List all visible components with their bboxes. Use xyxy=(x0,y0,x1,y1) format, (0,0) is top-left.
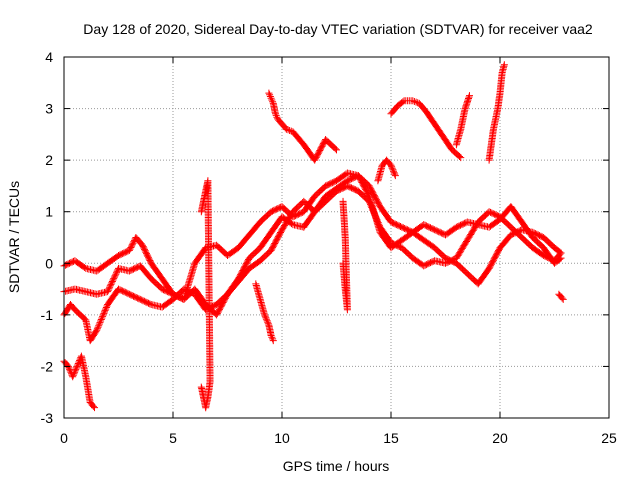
x-tick-label: 25 xyxy=(601,430,617,446)
x-axis-label: GPS time / hours xyxy=(283,458,390,474)
series-markers xyxy=(374,156,399,185)
series-track-7 xyxy=(252,280,277,345)
x-tick-label: 20 xyxy=(492,430,508,446)
y-tick-label: 3 xyxy=(45,101,53,117)
y-tick-label: 1 xyxy=(45,204,53,220)
x-ticks: 0 5 10 15 20 25 xyxy=(60,57,617,446)
y-tick-label: -1 xyxy=(41,307,54,323)
series-track-9 xyxy=(452,92,473,149)
y-tick-label: -3 xyxy=(41,410,54,426)
y-axis-label: SDTVAR / TECUs xyxy=(6,181,22,293)
series-track-10 xyxy=(485,61,508,164)
series-track-12 xyxy=(374,156,399,185)
series-track-13 xyxy=(555,290,567,303)
series-markers xyxy=(197,177,214,412)
x-tick-label: 10 xyxy=(274,430,290,446)
series-track-5 xyxy=(197,177,214,412)
y-tick-label: 2 xyxy=(45,152,53,168)
series-markers xyxy=(555,290,567,303)
y-ticks: -3 -2 -1 0 1 2 3 4 xyxy=(41,49,609,426)
x-tick-label: 5 xyxy=(169,430,177,446)
series-track-11 xyxy=(339,197,351,314)
series-markers xyxy=(485,61,508,164)
series-track-6 xyxy=(265,89,340,164)
y-tick-label: 0 xyxy=(45,255,53,271)
series-markers xyxy=(252,280,277,345)
plot-frame xyxy=(63,56,610,419)
x-tick-label: 0 xyxy=(60,430,68,446)
data-points xyxy=(60,61,567,412)
y-tick-label: 4 xyxy=(45,49,53,65)
y-tick-label: -2 xyxy=(41,358,54,374)
x-tick-label: 15 xyxy=(383,430,399,446)
series-markers xyxy=(387,97,465,162)
series-markers xyxy=(339,197,351,314)
series-markers xyxy=(452,92,473,149)
series-markers xyxy=(265,89,340,164)
chart-title: Day 128 of 2020, Sidereal Day-to-day VTE… xyxy=(83,21,593,37)
series-track-8 xyxy=(387,97,465,162)
